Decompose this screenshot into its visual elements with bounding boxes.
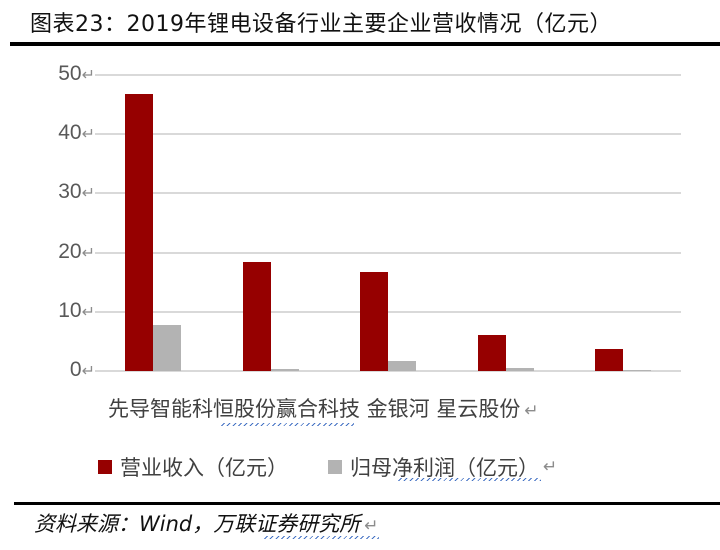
spellcheck-underline — [264, 536, 379, 539]
bar-net-profit-2 — [270, 369, 299, 371]
chart-legend: 营业收入（亿元） 归母净利润（亿元） ↵ — [98, 452, 557, 482]
bar-revenue-2 — [242, 262, 271, 371]
source-text: 资料来源：Wind，万联证券研究所 — [34, 512, 361, 536]
top-rule-divider — [10, 42, 720, 46]
legend-label-net-profit: 归母净利润（亿元） — [350, 456, 539, 480]
legend-swatch-net-profit-icon — [328, 460, 342, 474]
y-tick-value: 30 — [58, 180, 82, 204]
source-note: 资料来源：Wind，万联证券研究所 ↵ — [34, 508, 379, 538]
y-tick-value: 0 — [69, 358, 82, 381]
return-mark-icon: ↵ — [81, 244, 95, 262]
legend-item-net-profit: 归母净利润（亿元） ↵ — [328, 452, 557, 482]
y-tick-label: 10↵ — [20, 299, 95, 323]
bar-revenue-1 — [125, 93, 153, 371]
bar-net-profit-4 — [505, 368, 534, 371]
gridline-0 — [95, 370, 681, 372]
legend-swatch-revenue-icon — [98, 460, 112, 474]
y-tick-label: 40↵ — [20, 121, 95, 145]
legend-item-revenue: 营业收入（亿元） — [98, 452, 288, 482]
gridline-20 — [95, 251, 681, 254]
gridline-10 — [95, 310, 681, 313]
bar-revenue-5 — [595, 349, 623, 371]
y-tick-value: 20 — [58, 239, 82, 263]
chart-title: 图表23：2019年锂电设备行业主要企业营收情况（亿元） — [30, 12, 612, 37]
x-axis-category-labels: 先导智能科恒股份赢合科技 金银河 星云股份 ↵ — [108, 393, 539, 423]
bottom-rule-divider — [14, 502, 720, 505]
spellcheck-underline — [398, 478, 541, 481]
gridline-50 — [95, 74, 681, 76]
y-tick-value: 10 — [58, 298, 82, 322]
return-mark-icon: ↵ — [81, 303, 95, 321]
bar-net-profit-1 — [153, 325, 181, 371]
legend-label-revenue: 营业收入（亿元） — [120, 456, 288, 480]
bar-net-profit-3 — [388, 360, 416, 371]
spellcheck-underline — [221, 423, 354, 426]
return-mark-icon: ↵ — [543, 457, 558, 477]
return-mark-icon: ↵ — [364, 516, 379, 536]
bar-revenue-4 — [477, 334, 506, 371]
gridline-40 — [95, 133, 681, 136]
return-mark-icon: ↵ — [81, 363, 95, 380]
y-tick-label: 30↵ — [20, 180, 95, 204]
gridline-30 — [95, 192, 681, 195]
bar-revenue-3 — [360, 271, 388, 371]
y-tick-label: 0↵ — [20, 358, 95, 382]
return-mark-icon: ↵ — [81, 126, 95, 144]
y-tick-label: 50↵ — [20, 62, 95, 86]
return-mark-icon: ↵ — [81, 185, 95, 203]
y-tick-value: 40 — [58, 121, 82, 145]
return-mark-icon: ↵ — [524, 401, 539, 421]
y-tick-value: 50 — [58, 62, 82, 85]
bar-chart-plot-area: 50↵ 40↵ 30↵ 20↵ 10↵ 0↵ — [20, 62, 681, 382]
return-mark-icon: ↵ — [81, 67, 95, 84]
x-axis-labels-text: 先导智能科恒股份赢合科技 金银河 星云股份 — [108, 397, 521, 421]
y-tick-label: 20↵ — [20, 240, 95, 264]
bar-net-profit-5 — [623, 369, 651, 371]
